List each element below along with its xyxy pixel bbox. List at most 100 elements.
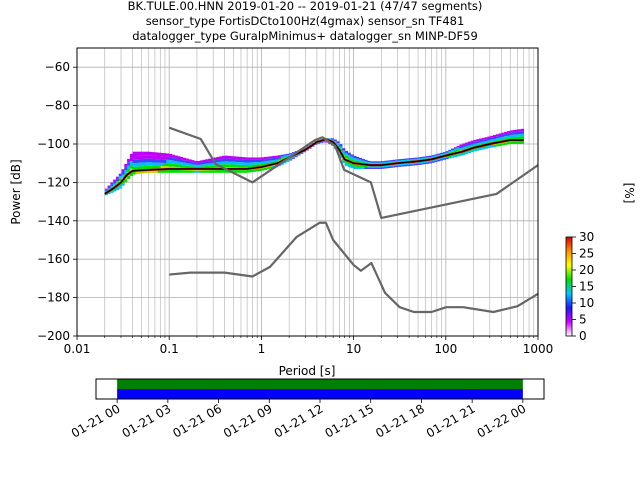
heatmap-cell <box>389 161 393 163</box>
heatmap-cell <box>367 167 371 169</box>
heatmap-cell <box>244 159 248 163</box>
availability-tick-label: 01-21 15 <box>322 401 376 440</box>
y-axis-label: Power [dB] <box>9 159 23 224</box>
heatmap-cell <box>289 158 293 160</box>
heatmap-cell <box>428 156 432 159</box>
heatmap-cell <box>470 140 474 143</box>
heatmap-cell <box>185 160 189 164</box>
heatmap-cell <box>180 170 184 173</box>
heatmap-cell <box>350 156 354 160</box>
heatmap-cell <box>395 160 399 163</box>
heatmap-cell <box>423 161 427 163</box>
heatmap-cell <box>252 169 256 172</box>
heatmap-cell <box>115 181 120 184</box>
x-tick-label: 1000 <box>523 342 554 356</box>
heatmap-cell <box>163 156 167 160</box>
heatmap-cell <box>423 156 427 158</box>
colorbar-tick-label: 25 <box>579 247 594 261</box>
heatmap-cell <box>453 153 457 156</box>
heatmap-cell <box>409 164 413 166</box>
heatmap-cell <box>411 159 416 161</box>
heatmap-cell <box>196 170 201 173</box>
heatmap-cell <box>286 159 290 161</box>
heatmap-cell <box>174 158 178 162</box>
heatmap-cell <box>107 186 111 189</box>
heatmap-cell <box>439 158 444 160</box>
availability-tick-label: 01-22 00 <box>475 401 529 440</box>
heatmap-cell <box>174 169 178 173</box>
heatmap-cell <box>509 137 513 140</box>
heatmap-cell <box>236 170 240 173</box>
heatmap-cell <box>398 160 402 162</box>
heatmap-cell <box>342 160 346 164</box>
heatmap-cell <box>135 166 139 171</box>
heatmap-cell <box>428 155 432 157</box>
availability-tick-label: 01-21 09 <box>221 401 275 440</box>
heatmap-cell <box>182 157 187 161</box>
heatmap-cell <box>448 155 452 158</box>
colorbar-tick-label: 15 <box>579 280 594 294</box>
heatmap-cell <box>322 141 326 142</box>
heatmap-cell <box>409 158 413 160</box>
heatmap-cell <box>224 155 228 159</box>
heatmap-cell <box>247 162 251 166</box>
heatmap-cell <box>347 155 351 158</box>
colorbar-tick-label: 5 <box>579 313 587 327</box>
heatmap-cell <box>498 139 502 142</box>
heatmap-cell <box>504 134 508 137</box>
heatmap-cell <box>484 137 488 140</box>
heatmap-cell <box>227 158 231 162</box>
heatmap-cell <box>149 151 153 156</box>
heatmap-cell <box>476 143 480 145</box>
heatmap-cell <box>118 173 122 177</box>
heatmap-cell <box>247 159 251 163</box>
heatmap-cell <box>230 158 234 162</box>
heatmap-cell <box>249 159 254 163</box>
heatmap-cell <box>180 164 184 168</box>
heatmap-cell <box>392 161 396 163</box>
heatmap-cell <box>166 153 170 157</box>
heatmap-cell <box>258 159 262 162</box>
heatmap-cell <box>157 159 161 163</box>
heatmap-cell <box>124 167 128 171</box>
heatmap-cell <box>501 136 505 140</box>
heatmap-cell <box>121 171 125 175</box>
heatmap-cell <box>392 164 396 167</box>
heatmap-cell <box>515 132 519 135</box>
heatmap-cell <box>236 159 240 163</box>
heatmap-cell <box>241 170 245 173</box>
heatmap-cell <box>104 188 108 190</box>
availability-tick-label: 01-21 03 <box>120 401 174 440</box>
heatmap-cell <box>208 158 212 162</box>
heatmap-cell <box>171 160 175 164</box>
y-tick-label: −80 <box>45 99 70 113</box>
heatmap-cell <box>406 164 410 167</box>
heatmap-cell <box>152 155 156 160</box>
heatmap-cell <box>333 139 337 142</box>
heatmap-cell <box>451 151 455 154</box>
heatmap-cell <box>135 162 139 167</box>
heatmap-cell <box>442 152 446 154</box>
heatmap-cell <box>381 162 385 164</box>
heatmap-cell <box>194 170 198 173</box>
heatmap-cell <box>269 166 273 169</box>
heatmap-cell <box>208 163 212 166</box>
x-axis-ticks: 0.01 0.1 1 10 100 1000 <box>64 336 554 356</box>
heatmap-cell <box>456 147 460 150</box>
heatmap-cell <box>342 148 346 151</box>
heatmap-cell <box>437 153 441 155</box>
heatmap-cell <box>118 178 122 182</box>
heatmap-cell <box>155 155 159 160</box>
heatmap-cell <box>213 170 217 173</box>
heatmap-cell <box>470 144 474 147</box>
heatmap-cell <box>520 133 525 137</box>
heatmap-cell <box>258 161 262 165</box>
heatmap-cell <box>370 162 374 164</box>
heatmap-cell <box>381 167 385 169</box>
heatmap-cell <box>155 159 159 163</box>
heatmap-cell <box>152 159 156 163</box>
heatmap-cell <box>504 142 508 145</box>
heatmap-cell <box>261 168 265 171</box>
y-tick-label: −180 <box>37 291 70 305</box>
heatmap-cell <box>132 155 136 160</box>
